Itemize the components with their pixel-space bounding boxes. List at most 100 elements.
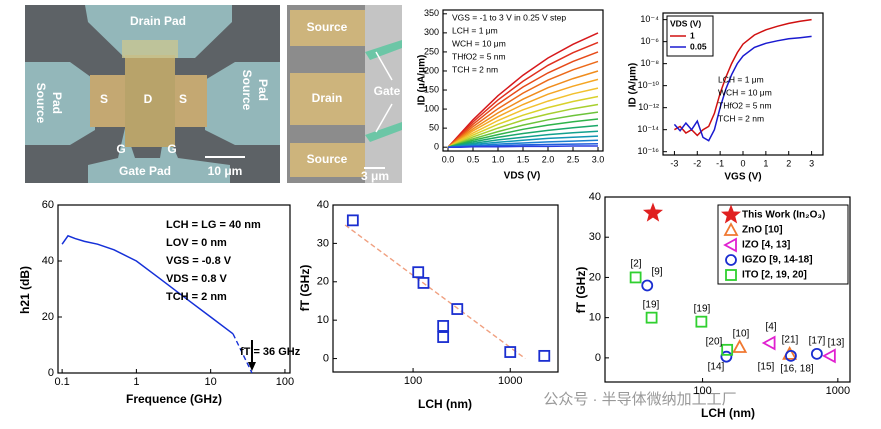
series-line bbox=[447, 78, 599, 148]
legend-label: 1 bbox=[690, 30, 695, 40]
y-tick-label: 200 bbox=[424, 65, 439, 75]
y-tick-label: 300 bbox=[424, 27, 439, 37]
legend-title: VDS (V) bbox=[670, 18, 701, 28]
point bbox=[721, 343, 734, 356]
x-tick-label: 1 bbox=[763, 158, 768, 168]
series-line bbox=[61, 234, 234, 335]
y-tick-label: 350 bbox=[424, 8, 439, 18]
electrode-label: G bbox=[116, 142, 125, 156]
plot-frame bbox=[57, 204, 291, 374]
annotation: THfO2 = 5 nm bbox=[718, 100, 772, 110]
x-tick-label: 100 bbox=[693, 385, 711, 397]
x-axis-label: VDS (V) bbox=[504, 171, 541, 182]
annotation: [16, 18] bbox=[780, 364, 814, 375]
legend-label: 0.05 bbox=[690, 41, 707, 51]
pad-label: Source bbox=[240, 70, 254, 111]
watermark: 公众号 · 半导体微纳加工工厂 bbox=[543, 391, 736, 408]
annotation: [13] bbox=[828, 338, 845, 349]
y-tick-label: 20 bbox=[589, 271, 601, 283]
legend-label: This Work (In₂O₃) bbox=[742, 210, 825, 221]
x-tick-label: 2.0 bbox=[542, 154, 555, 164]
annotation: [19] bbox=[694, 304, 711, 315]
series-line bbox=[447, 95, 599, 148]
y-tick-label: 10⁻⁶ bbox=[641, 36, 660, 46]
x-tick-label: 1 bbox=[133, 376, 139, 388]
annotation: TCH = 2 nm bbox=[452, 64, 498, 74]
point bbox=[412, 266, 425, 279]
series-line bbox=[447, 51, 599, 148]
pad-label: Pad bbox=[50, 92, 64, 114]
x-tick-label: 2.5 bbox=[567, 154, 580, 164]
series-line bbox=[673, 35, 812, 142]
annotation: [4] bbox=[765, 322, 776, 333]
annotation: [15] bbox=[758, 362, 775, 373]
x-tick-label: -2 bbox=[693, 158, 701, 168]
y-tick-label: 20 bbox=[42, 311, 54, 323]
legend-box bbox=[717, 204, 849, 285]
x-tick-label: 1000 bbox=[826, 385, 850, 397]
annotation: LCH = 1 μm bbox=[452, 25, 498, 35]
series-line bbox=[232, 333, 253, 374]
plot-frame bbox=[604, 196, 851, 383]
y-tick-label: 10⁻⁸ bbox=[640, 58, 659, 68]
scale-bar-label: 10 μm bbox=[208, 164, 243, 178]
point bbox=[695, 315, 708, 328]
annotation: [17] bbox=[809, 336, 826, 347]
point bbox=[645, 311, 658, 324]
x-axis-label: LCH (nm) bbox=[701, 406, 755, 420]
y-tick-label: 10⁻¹⁶ bbox=[638, 146, 660, 156]
y-tick-label: 60 bbox=[42, 199, 54, 211]
point bbox=[437, 320, 450, 332]
y-axis-label: ID (μA/μm) bbox=[417, 55, 428, 106]
point bbox=[732, 339, 748, 353]
x-tick-label: 0.0 bbox=[442, 154, 455, 164]
y-tick-label: 250 bbox=[424, 46, 439, 56]
annotation: [9] bbox=[651, 267, 662, 278]
series-line bbox=[447, 118, 599, 148]
annotation: [2] bbox=[630, 259, 641, 270]
y-axis-label: ID (A/μm) bbox=[628, 63, 639, 107]
x-tick-label: -3 bbox=[670, 158, 678, 168]
annotation: TCH = 2 nm bbox=[166, 291, 227, 303]
y-tick-label: 50 bbox=[429, 123, 439, 133]
annotation: [14] bbox=[708, 362, 725, 373]
point bbox=[538, 349, 551, 362]
x-axis-label: VGS (V) bbox=[724, 172, 761, 183]
sem-image-1: Drain Pad Source Pad Source Pad S D S G … bbox=[25, 5, 280, 183]
scale-bar-label: 3 μm bbox=[361, 169, 389, 183]
y-tick-label: 10⁻¹⁴ bbox=[637, 124, 659, 134]
annotation: WCH = 10 μm bbox=[718, 87, 772, 97]
y-axis-label: fT (GHz) bbox=[574, 267, 588, 314]
series-line bbox=[344, 224, 526, 360]
legend-marker bbox=[723, 237, 737, 253]
x-tick-label: 10 bbox=[205, 376, 217, 388]
y-tick-label: 40 bbox=[589, 191, 601, 203]
electrode-label: S bbox=[179, 92, 187, 106]
legend-label: IZO [4, 13] bbox=[742, 240, 790, 251]
y-tick-label: 0 bbox=[323, 352, 329, 364]
annotation: LOV = 0 nm bbox=[166, 237, 227, 249]
x-tick-label: 0.5 bbox=[467, 154, 480, 164]
series-line bbox=[447, 124, 599, 148]
legend-marker bbox=[720, 204, 742, 224]
point bbox=[641, 279, 654, 292]
series-line bbox=[447, 87, 599, 148]
annotation: [10] bbox=[733, 329, 750, 340]
y-tick-label: 40 bbox=[42, 255, 54, 267]
y-tick-label: 0 bbox=[595, 352, 601, 364]
y-tick-label: 30 bbox=[589, 231, 601, 243]
point bbox=[821, 348, 836, 364]
legend-marker bbox=[725, 269, 737, 281]
y-tick-label: 10 bbox=[589, 312, 601, 324]
series-line bbox=[447, 103, 599, 148]
annotation: VDS = 0.8 V bbox=[166, 273, 228, 285]
annotation: LCH = LG = 40 nm bbox=[166, 219, 261, 231]
annotation: VGS = -1 to 3 V in 0.25 V step bbox=[452, 12, 566, 22]
series-line bbox=[447, 32, 599, 148]
y-tick-label: 150 bbox=[424, 84, 439, 94]
pad-label: Drain Pad bbox=[130, 14, 186, 28]
x-axis-label: LCH (nm) bbox=[418, 397, 472, 411]
point bbox=[629, 271, 642, 284]
x-tick-label: 1000 bbox=[498, 375, 522, 387]
y-tick-label: 10⁻¹⁰ bbox=[638, 80, 660, 90]
